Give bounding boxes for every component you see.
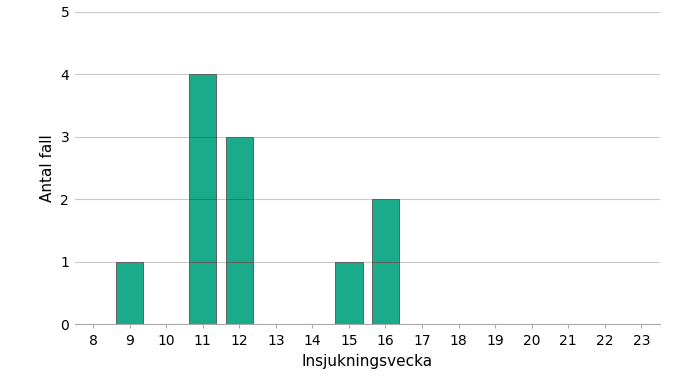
Bar [226,137,253,199]
Bar [335,262,362,324]
X-axis label: Insjukningsvecka: Insjukningsvecka [302,354,432,369]
Bar [189,74,216,137]
Y-axis label: Antal fall: Antal fall [40,134,55,202]
Bar [189,137,216,199]
Bar [226,262,253,324]
Bar [189,262,216,324]
Bar [189,199,216,262]
Bar [116,262,143,324]
Bar [372,199,399,262]
Bar [226,199,253,262]
Bar [372,262,399,324]
